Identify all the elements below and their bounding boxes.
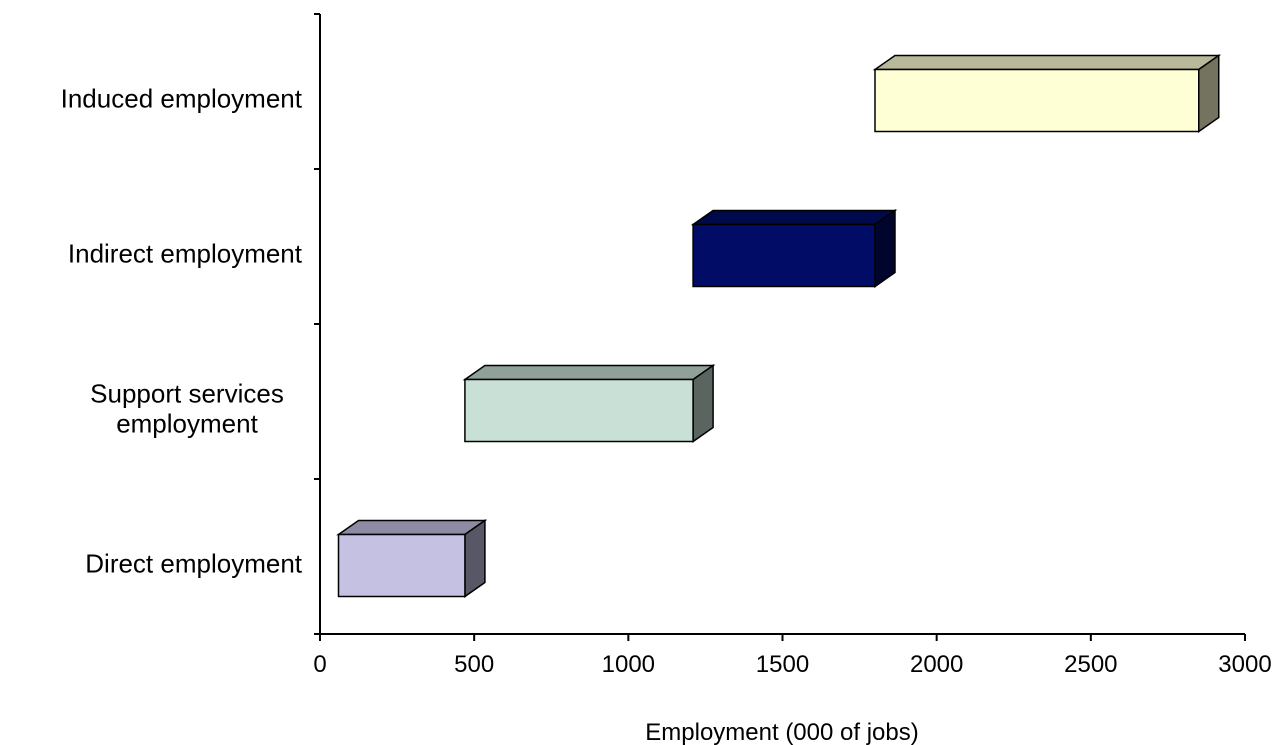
bar-2-front (692, 223, 876, 288)
bar-2 (690, 209, 898, 288)
x-tick-label-2000: 2000 (910, 651, 963, 678)
bar-0 (336, 519, 488, 598)
bar-1 (462, 364, 716, 443)
x-tick-label-0: 0 (313, 651, 326, 678)
bar-1-top (462, 364, 716, 381)
category-label-1-line-0: Support services (90, 379, 284, 409)
bar-3 (872, 54, 1222, 133)
category-labels: Direct employment Support servicesemploym… (61, 84, 303, 579)
bar-1-side (692, 364, 714, 443)
bar-2-side (874, 209, 896, 288)
bar-0-side (464, 519, 486, 598)
bar-3-front (874, 68, 1200, 133)
category-label-1-line-1: employment (116, 409, 258, 439)
x-axis-ticks: 0 500 1000 1500 2000 2500 3000 (313, 634, 1272, 678)
bar-1-front (464, 378, 694, 443)
x-tick-label-1000: 1000 (602, 651, 655, 678)
bar-2-top (690, 209, 898, 226)
bar-3-side (1198, 54, 1220, 133)
category-label-0: Direct employment (85, 549, 303, 579)
x-tick-label-3000: 3000 (1218, 651, 1271, 678)
bars-layer (336, 54, 1222, 598)
bar-0-top (336, 519, 488, 536)
y-axis-ticks (314, 13, 320, 635)
bar-3-top (872, 54, 1222, 71)
bar-0-front (337, 533, 466, 598)
x-axis-title: Employment (000 of jobs) (645, 719, 918, 745)
x-tick-label-2500: 2500 (1064, 651, 1117, 678)
category-label-2: Indirect employment (68, 239, 303, 269)
x-tick-label-1500: 1500 (756, 651, 809, 678)
x-tick-label-500: 500 (454, 651, 494, 678)
category-label-3: Induced employment (61, 84, 303, 114)
